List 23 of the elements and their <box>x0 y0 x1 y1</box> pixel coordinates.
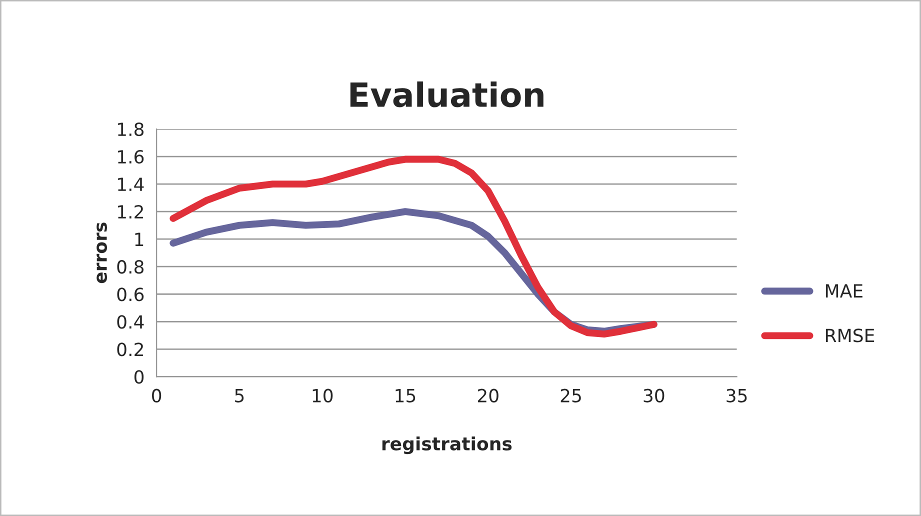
y-tick-label: 1.4 <box>118 178 144 191</box>
y-tick-label: 0.2 <box>117 342 143 356</box>
y-tick-label: 1 <box>135 232 144 246</box>
y-tick-label: 0.8 <box>117 260 144 274</box>
legend-label: MAE <box>826 284 862 298</box>
x-tick-label: 10 <box>312 388 333 402</box>
x-tick-label: 35 <box>726 388 747 402</box>
x-tick-label: 5 <box>235 389 244 402</box>
y-tick-label: 0.6 <box>117 288 144 302</box>
x-tick-label: 30 <box>644 388 664 402</box>
y-tick-label: 1.6 <box>118 150 144 164</box>
x-tick-label: 0 <box>152 388 162 402</box>
y-tick-label: 0.4 <box>117 315 144 329</box>
x-tick-label: 20 <box>478 388 498 402</box>
y-tick-label: 0 <box>134 370 144 384</box>
y-tick-label: 1.2 <box>118 205 143 218</box>
x-axis-title: registrations <box>382 436 512 454</box>
x-tick-label: 15 <box>396 389 416 402</box>
x-tick-label: 25 <box>560 388 581 402</box>
y-tick-label: 1.8 <box>118 122 144 136</box>
chart-title: Evaluation <box>350 81 544 108</box>
legend-label: RMSE <box>826 328 874 342</box>
y-axis-title: errors <box>96 222 107 284</box>
